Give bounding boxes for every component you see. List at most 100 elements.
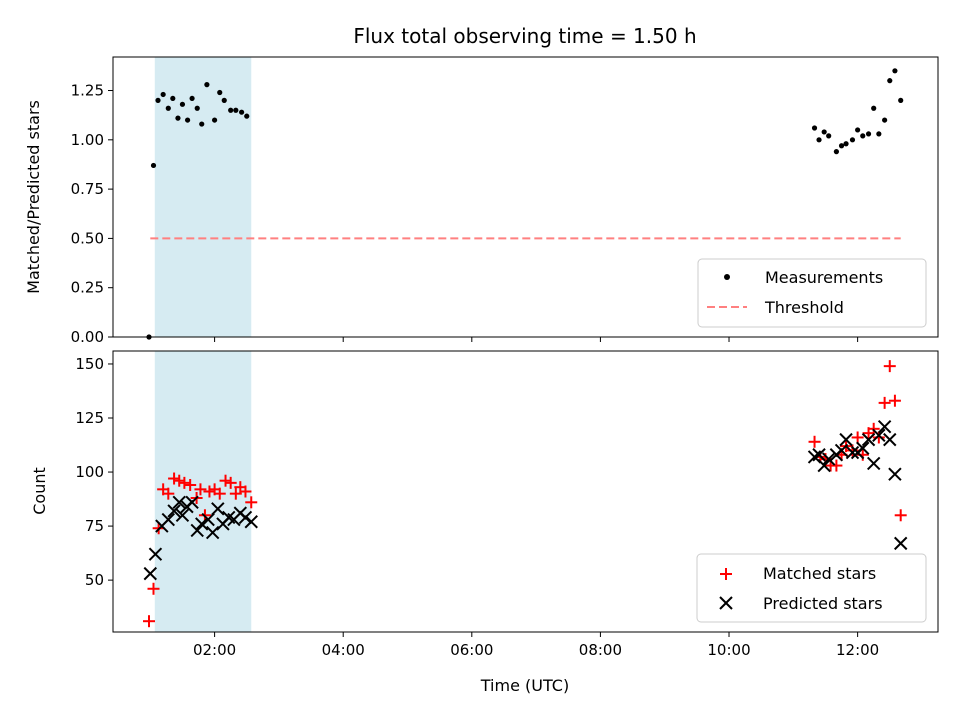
matched-star-point — [229, 487, 242, 500]
x-b — [817, 458, 831, 473]
measurement-point — [211, 117, 218, 123]
legend-measurements-marker — [724, 274, 730, 280]
measurement-point — [849, 137, 856, 143]
predicted-star-point — [143, 566, 158, 581]
top-y-axis-label: Matched/Predicted stars — [24, 100, 43, 294]
measurement-point — [244, 113, 250, 119]
bottom-y-axis-label: Count — [30, 467, 49, 515]
measurement-point — [228, 107, 234, 113]
measurement-point — [221, 97, 227, 103]
x-b — [866, 456, 881, 471]
legend-matched-label: Matched stars — [763, 564, 876, 583]
measurement-point — [175, 115, 181, 121]
bottom-axes-frame — [112, 350, 939, 633]
x-b — [856, 441, 870, 455]
matched-star-point — [245, 496, 258, 509]
predicted-star-point — [172, 495, 186, 510]
measurement-point — [833, 149, 840, 155]
measurement-point — [826, 133, 832, 139]
predicted-star-point — [817, 458, 831, 473]
matched-star-point — [178, 476, 191, 489]
matched-star-point — [830, 459, 843, 472]
matched-star-point — [168, 472, 181, 485]
x-tick-label: 02:00 — [193, 641, 236, 659]
y-tick-label: 150 — [75, 355, 104, 373]
legend-threshold-label: Threshold — [764, 298, 844, 317]
x-b — [148, 547, 163, 561]
matched-star-point — [808, 435, 821, 448]
legend-predicted-label: Predicted stars — [763, 594, 883, 613]
bottom-legend: Matched stars Predicted stars — [696, 553, 927, 623]
measurement-point — [217, 89, 223, 96]
matched-star-point — [184, 479, 197, 492]
y-tick-label: 0.75 — [71, 180, 104, 198]
x-b — [172, 495, 186, 510]
measurement-point — [150, 162, 157, 169]
predicted-star-point — [883, 432, 897, 447]
predicted-star-point — [812, 448, 826, 462]
x-b — [238, 510, 253, 525]
predicted-star-point — [893, 536, 908, 551]
top-legend: Measurements Threshold — [697, 258, 927, 328]
y-tick-label: 75 — [85, 517, 104, 535]
x-b — [222, 510, 236, 525]
measurement-point — [821, 129, 827, 135]
x-b — [201, 512, 215, 527]
x-b — [839, 432, 853, 447]
legend-matched-marker — [720, 568, 732, 580]
top-axes-frame — [112, 56, 939, 338]
predicted-star-point — [161, 512, 176, 527]
y-tick-label: 1.25 — [71, 82, 104, 100]
measurement-point — [871, 105, 877, 111]
matched-star-point — [162, 487, 175, 500]
measurement-point — [189, 95, 195, 102]
x-b — [175, 508, 190, 522]
y-tick-label: 1.00 — [71, 131, 104, 149]
x-b — [872, 428, 886, 443]
bottom-panel: 50 75 100 125 150 02:00 04:00 06:00 08:00 10:00 1… — [30, 350, 939, 695]
matched-star-point — [147, 582, 160, 595]
predicted-star-point — [845, 445, 860, 460]
predicted-star-point — [839, 432, 853, 447]
predicted-star-point — [244, 515, 258, 529]
measurement-point — [170, 95, 176, 102]
y-tick-label: 125 — [75, 409, 104, 427]
x-b — [185, 495, 199, 510]
predicted-star-point — [866, 456, 881, 471]
top-x-ticks — [214, 337, 859, 342]
matched-star-point — [194, 483, 207, 496]
measurement-point — [184, 117, 191, 123]
matched-star-point — [213, 487, 226, 500]
x-b — [205, 525, 220, 540]
measurement-point — [860, 133, 866, 139]
x-b — [883, 432, 897, 447]
predicted-star-point — [148, 547, 163, 561]
predicted-star-point — [856, 441, 870, 455]
matched-star-point — [143, 615, 156, 628]
legend-predicted-marker — [719, 596, 733, 610]
predicted-star-point — [211, 502, 225, 516]
x-tick-label: 08:00 — [579, 641, 622, 659]
predicted-star-point — [175, 508, 190, 522]
bottom-y-ticks: 50 75 100 125 150 — [75, 355, 113, 589]
x-tick-label: 06:00 — [450, 641, 493, 659]
y-tick-label: 0.00 — [71, 328, 104, 346]
predicted-star-point — [205, 525, 220, 540]
bottom-x-ticks: 02:00 04:00 06:00 08:00 10:00 12:00 — [193, 632, 879, 659]
measurement-point — [887, 78, 893, 84]
measurement-point — [892, 68, 898, 74]
bottom-series — [143, 360, 908, 628]
predicted-star-point — [888, 467, 902, 481]
measurement-point — [816, 137, 822, 143]
matched-star-point — [894, 509, 907, 522]
measurement-point — [165, 105, 171, 111]
x-b — [888, 467, 902, 481]
measurement-point — [179, 101, 186, 107]
matched-star-point — [888, 394, 901, 407]
matched-star-point — [878, 396, 891, 409]
x-b — [190, 523, 204, 538]
top-legend-frame — [697, 258, 927, 328]
x-b — [143, 566, 158, 581]
matched-star-point — [219, 474, 232, 487]
